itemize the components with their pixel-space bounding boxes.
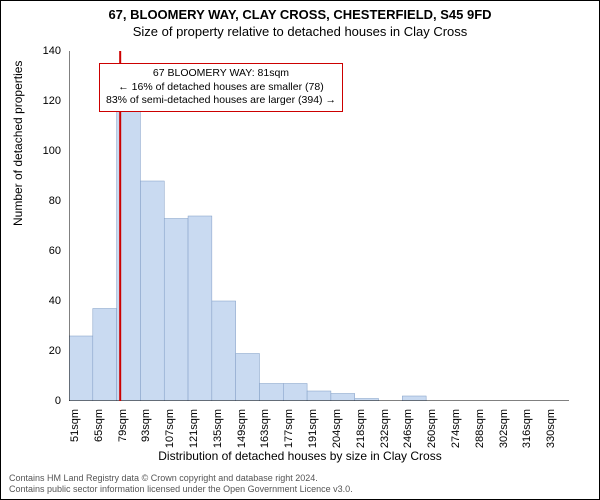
histogram-bar [164,219,188,402]
x-axis-label: Distribution of detached houses by size … [1,449,599,463]
x-tick-label: 135sqm [212,409,224,449]
histogram-bar [188,216,212,401]
x-tick-label: 191sqm [307,409,319,449]
footer-line-1: Contains HM Land Registry data © Crown c… [9,473,353,484]
x-tick-label: 107sqm [164,409,176,449]
chart-subtitle: Size of property relative to detached ho… [1,24,599,39]
x-tick-label: 218sqm [355,409,367,449]
chart-container: 67, BLOOMERY WAY, CLAY CROSS, CHESTERFIE… [0,0,600,500]
histogram-bar [283,384,307,402]
chart-plot-area: 67 BLOOMERY WAY: 81sqm ← 16% of detached… [69,51,569,401]
footer-line-2: Contains public sector information licen… [9,484,353,495]
y-tick-label: 100 [31,145,61,157]
x-tick-label: 65sqm [93,409,105,449]
x-tick-label: 246sqm [402,409,414,449]
x-tick-label: 302sqm [498,409,510,449]
histogram-bar [259,384,283,402]
property-callout: 67 BLOOMERY WAY: 81sqm ← 16% of detached… [99,63,343,112]
y-tick-label: 140 [31,45,61,57]
x-tick-label: 330sqm [545,409,557,449]
x-tick-label: 79sqm [117,409,129,449]
chart-title-address: 67, BLOOMERY WAY, CLAY CROSS, CHESTERFIE… [1,7,599,22]
y-tick-label: 0 [31,395,61,407]
x-tick-label: 149sqm [236,409,248,449]
histogram-bar [402,396,426,401]
histogram-bar [212,301,236,401]
callout-line-2: ← 16% of detached houses are smaller (78… [106,81,336,95]
x-tick-label: 288sqm [474,409,486,449]
histogram-bar [236,354,260,402]
x-tick-label: 274sqm [450,409,462,449]
histogram-bar [69,336,93,401]
footer-attribution: Contains HM Land Registry data © Crown c… [9,473,353,495]
callout-line-1: 67 BLOOMERY WAY: 81sqm [106,67,336,81]
x-tick-label: 177sqm [283,409,295,449]
histogram-bar [307,391,331,401]
x-tick-label: 163sqm [259,409,271,449]
x-tick-label: 204sqm [331,409,343,449]
y-tick-label: 80 [31,195,61,207]
y-axis-label: Number of detached properties [11,61,25,226]
callout-line-3: 83% of semi-detached houses are larger (… [106,94,336,108]
x-tick-label: 232sqm [379,409,391,449]
y-tick-label: 20 [31,345,61,357]
x-tick-label: 121sqm [188,409,200,449]
y-tick-label: 40 [31,295,61,307]
histogram-bar [140,181,164,401]
histogram-bar [331,394,355,402]
histogram-bar [93,309,117,402]
y-tick-label: 120 [31,95,61,107]
x-tick-label: 316sqm [521,409,533,449]
x-tick-label: 93sqm [140,409,152,449]
x-tick-label: 260sqm [426,409,438,449]
y-tick-label: 60 [31,245,61,257]
x-tick-label: 51sqm [69,409,81,449]
